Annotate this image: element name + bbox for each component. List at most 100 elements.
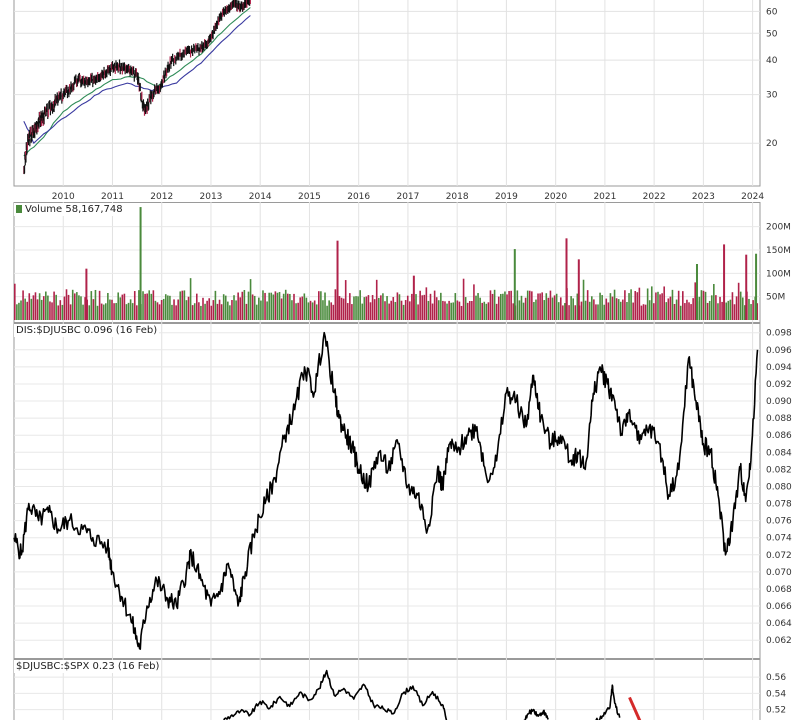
y-tick-label: 0.56	[766, 673, 786, 683]
x-tick-label: 2020	[544, 192, 567, 202]
volume-bar	[628, 293, 630, 320]
volume-bar	[739, 291, 742, 320]
volume-bar	[65, 289, 68, 320]
volume-bar	[601, 295, 603, 320]
volume-bar	[49, 301, 51, 320]
volume-bar	[276, 292, 279, 320]
volume-bar	[266, 301, 268, 320]
y-tick-label: 40	[766, 56, 778, 66]
y-tick-label: 150M	[766, 246, 791, 256]
y-tick-label: 0.064	[766, 619, 792, 629]
volume-bar	[675, 299, 678, 320]
volume-bar	[396, 292, 399, 320]
volume-bar	[349, 293, 351, 320]
volume-bar	[169, 295, 171, 320]
y-tick-label: 0.52	[766, 706, 786, 716]
y-tick-label: 0.076	[766, 517, 792, 527]
volume-bar	[100, 303, 103, 320]
volume-bar	[657, 291, 659, 320]
djusbc-spx-ratio-line	[523, 708, 549, 720]
volume-bar	[57, 305, 60, 320]
volume-bar	[580, 301, 583, 320]
volume-bar	[750, 304, 752, 320]
dis-djusbc-ratio-line	[13, 331, 759, 650]
volume-bar	[446, 303, 448, 320]
volume-bar	[466, 302, 469, 320]
volume-bar	[500, 293, 502, 320]
volume-bar	[642, 304, 645, 320]
volume-bar	[82, 304, 84, 320]
volume-bar	[636, 292, 639, 320]
volume-bar	[359, 290, 361, 320]
volume-bar	[626, 302, 628, 320]
volume-bar	[468, 301, 471, 320]
volume-bar	[113, 303, 115, 320]
volume-bar	[214, 290, 217, 320]
volume-bar	[663, 286, 665, 320]
volume-bar	[522, 302, 525, 320]
volume-spike-bar	[513, 249, 516, 320]
volume-bar	[320, 291, 322, 320]
x-tick-label: 2024	[741, 192, 764, 202]
volume-label: Volume 58,167,748	[14, 203, 125, 216]
volume-bar	[144, 293, 146, 320]
volume-bar	[272, 294, 275, 320]
volume-bar	[491, 293, 494, 320]
x-tick-label: 2010	[52, 192, 75, 202]
y-tick-label: 0.070	[766, 568, 792, 578]
volume-bar	[361, 303, 364, 320]
x-tick-label: 2014	[249, 192, 272, 202]
volume-bar	[735, 296, 738, 320]
volume-bar	[431, 303, 434, 320]
x-tick-label: 2015	[298, 192, 321, 202]
volume-bar	[45, 291, 47, 320]
y-tick-label: 0.080	[766, 482, 792, 492]
dis-djusbc-ratio-panel: 0.098 0.096 0.094 0.092 0.090 0.088 0.086 0.084…	[0, 323, 800, 659]
volume-bar	[497, 296, 500, 320]
volume-bar	[437, 300, 440, 320]
volume-bar	[102, 304, 105, 320]
volume-spike-bar	[336, 240, 339, 320]
volume-bar	[253, 295, 256, 320]
plot-frame	[13, 0, 761, 187]
volume-bar	[67, 294, 70, 320]
volume-bar	[748, 298, 750, 320]
volume-bar	[559, 297, 562, 320]
volume-bar	[704, 291, 707, 320]
x-tick-label: 2019	[495, 192, 518, 202]
volume-bar	[131, 303, 134, 320]
volume-bar	[187, 296, 190, 320]
volume-bar	[582, 279, 585, 320]
volume-bar	[127, 302, 130, 320]
volume-bar	[351, 304, 353, 320]
volume-bar	[229, 305, 231, 320]
volume-bar	[535, 299, 537, 320]
volume-bar	[679, 305, 682, 320]
x-tick-label: 2023	[692, 192, 715, 202]
volume-bar	[282, 293, 285, 320]
volume-bar	[299, 297, 302, 320]
trend-arrow-annotation	[628, 696, 642, 720]
volume-bar	[30, 298, 33, 320]
volume-bar	[406, 295, 409, 320]
volume-bar	[164, 294, 167, 320]
volume-bar	[274, 291, 277, 320]
y-tick-label: 100M	[766, 269, 791, 279]
volume-bar	[138, 290, 140, 320]
volume-bar	[198, 302, 200, 320]
y-tick-label: 0.092	[766, 380, 792, 390]
volume-bar	[109, 299, 111, 320]
volume-bar	[125, 304, 128, 320]
volume-bar	[353, 296, 355, 320]
volume-bar	[591, 296, 593, 320]
volume-bar	[315, 304, 318, 320]
volume-bar	[512, 303, 515, 320]
volume-bar	[212, 300, 215, 320]
volume-bar	[42, 296, 45, 320]
volume-bar	[291, 300, 293, 320]
volume-bar	[752, 300, 754, 320]
volume-bar	[247, 291, 250, 320]
volume-bar	[208, 298, 211, 320]
volume-bar	[32, 295, 35, 320]
volume-bar	[576, 293, 579, 320]
